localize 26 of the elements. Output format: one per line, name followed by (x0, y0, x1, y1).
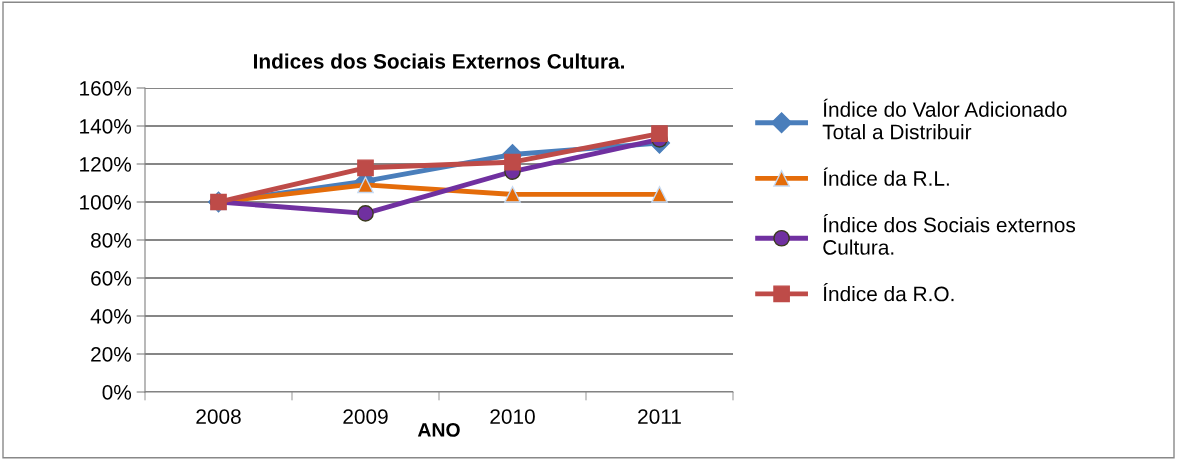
point (357, 176, 374, 194)
point (357, 159, 374, 177)
x-axis-title: ANO (417, 423, 460, 437)
y-tick-label: 0% (102, 385, 132, 400)
y-tick-label: 40% (90, 309, 132, 324)
x-tick-label: 2010 (490, 409, 535, 424)
y-tick-label: 100% (80, 195, 132, 210)
y-tick-label: 80% (91, 233, 132, 248)
legend-label: Índice do Valor Adicionado Total a Distribuir (822, 98, 1067, 140)
y-tick-label: 120% (80, 157, 132, 172)
point (651, 186, 668, 203)
y-tick-label: 140% (80, 119, 132, 134)
y-tick-label: 60% (91, 271, 132, 286)
legend-label: Índice dos Sociais externos Cultura. (823, 214, 1076, 255)
point (357, 205, 374, 222)
x-tick-label: 2009 (343, 409, 388, 424)
legend-label: Índice da R.L. (823, 167, 949, 186)
point (651, 125, 668, 142)
y-tick-label: 20% (91, 347, 132, 362)
x-tick-label: 2011 (638, 409, 681, 424)
x-tick-label: 2008 (196, 409, 241, 424)
legend-label: Índice da R.O. (823, 283, 954, 302)
point (504, 153, 521, 171)
chart-title: Indices dos Sociais Externos Cultura. (254, 53, 624, 69)
point (504, 186, 521, 203)
y-tick-label: 160% (80, 81, 132, 96)
